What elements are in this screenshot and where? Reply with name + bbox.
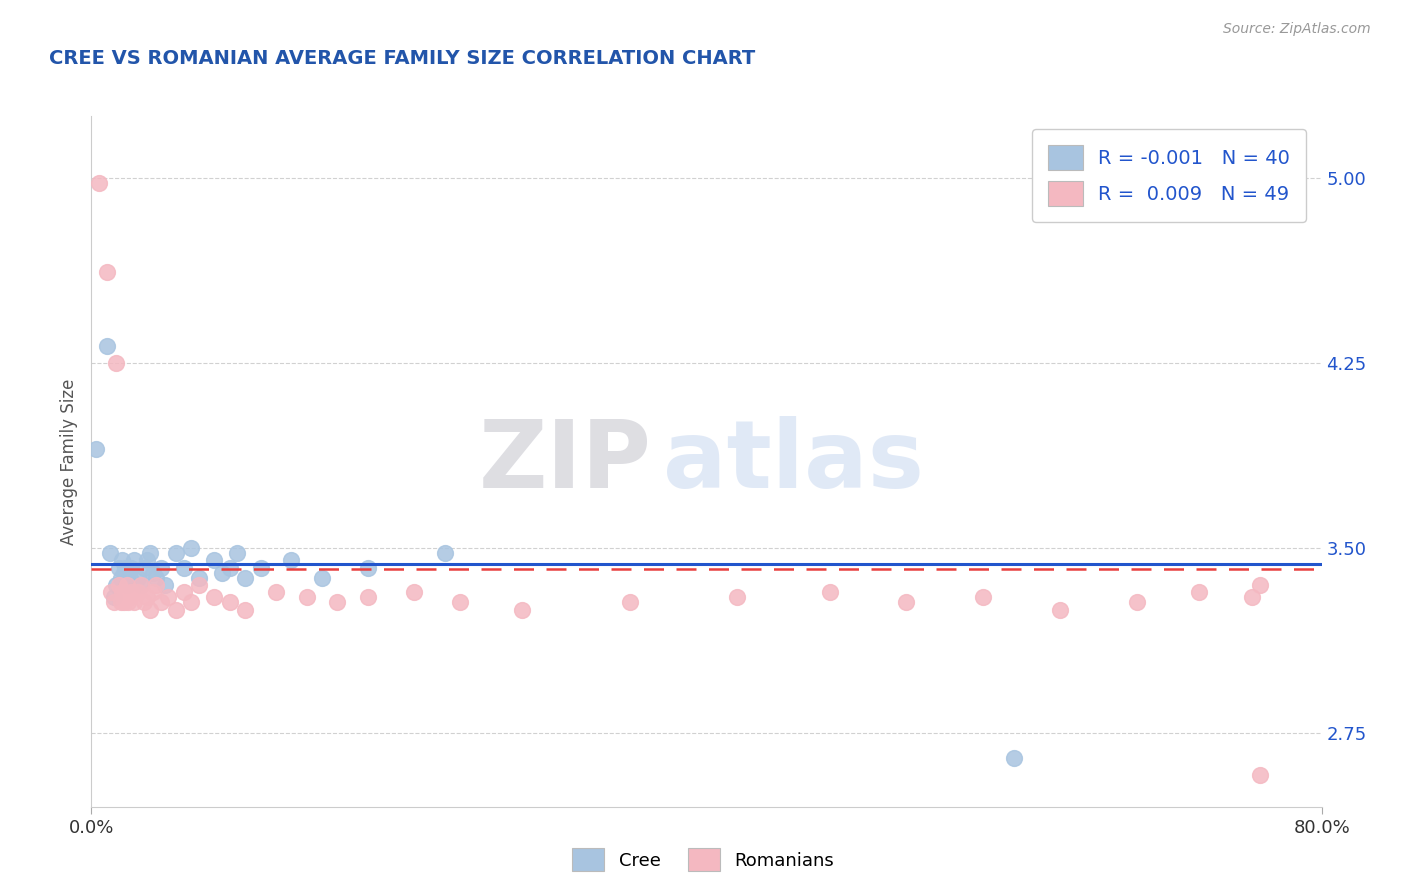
Point <box>165 603 187 617</box>
Point <box>129 578 152 592</box>
Point <box>725 591 748 605</box>
Point <box>145 571 167 585</box>
Point <box>129 578 152 592</box>
Point <box>202 591 225 605</box>
Point <box>226 546 249 560</box>
Point <box>111 585 134 599</box>
Point <box>1249 578 1271 592</box>
Point <box>449 595 471 609</box>
Point <box>115 578 138 592</box>
Point <box>108 561 131 575</box>
Point <box>117 595 139 609</box>
Point <box>87 176 110 190</box>
Point <box>110 571 132 585</box>
Point <box>249 561 271 575</box>
Point <box>157 591 180 605</box>
Point <box>619 595 641 609</box>
Point <box>188 578 211 592</box>
Point <box>165 546 187 560</box>
Point <box>103 591 125 605</box>
Point <box>1187 585 1209 599</box>
Point <box>202 553 225 567</box>
Point <box>434 546 457 560</box>
Legend: R = -0.001   N = 40, R =  0.009   N = 49: R = -0.001 N = 40, R = 0.009 N = 49 <box>1032 129 1306 222</box>
Point <box>311 571 333 585</box>
Point <box>114 571 136 585</box>
Legend: Cree, Romanians: Cree, Romanians <box>564 841 842 879</box>
Point <box>139 546 162 560</box>
Point <box>112 595 135 609</box>
Point <box>233 603 256 617</box>
Point <box>818 585 841 599</box>
Point <box>105 578 127 592</box>
Point <box>510 603 533 617</box>
Point <box>1049 603 1071 617</box>
Point <box>180 541 202 555</box>
Point <box>112 566 135 580</box>
Point <box>98 546 121 560</box>
Point <box>173 561 195 575</box>
Point <box>233 571 256 585</box>
Point <box>96 338 118 352</box>
Point <box>404 585 426 599</box>
Point <box>120 561 142 575</box>
Point <box>127 585 149 599</box>
Point <box>111 553 134 567</box>
Point <box>114 561 136 575</box>
Point <box>124 595 146 609</box>
Point <box>135 591 157 605</box>
Point <box>153 578 177 592</box>
Point <box>149 595 172 609</box>
Point <box>357 561 380 575</box>
Point <box>132 595 155 609</box>
Point <box>218 561 240 575</box>
Point <box>139 603 162 617</box>
Text: Source: ZipAtlas.com: Source: ZipAtlas.com <box>1223 22 1371 37</box>
Point <box>1249 768 1271 782</box>
Point <box>145 578 167 592</box>
Point <box>117 566 139 580</box>
Point <box>218 595 240 609</box>
Point <box>188 571 211 585</box>
Point <box>105 356 127 370</box>
Point <box>124 553 146 567</box>
Point <box>100 585 122 599</box>
Point <box>115 578 138 592</box>
Point <box>118 571 141 585</box>
Point <box>120 585 142 599</box>
Point <box>149 561 172 575</box>
Point <box>896 595 918 609</box>
Point <box>103 595 125 609</box>
Point <box>142 585 165 599</box>
Point <box>108 578 131 592</box>
Text: atlas: atlas <box>664 416 925 508</box>
Point <box>180 595 202 609</box>
Point <box>357 591 380 605</box>
Point <box>135 553 157 567</box>
Point <box>264 585 287 599</box>
Point <box>84 442 107 457</box>
Point <box>173 585 195 599</box>
Point <box>142 566 165 580</box>
Point <box>326 595 349 609</box>
Point <box>127 571 149 585</box>
Point <box>132 561 155 575</box>
Point <box>110 595 132 609</box>
Point <box>96 264 118 278</box>
Text: ZIP: ZIP <box>478 416 651 508</box>
Point <box>211 566 233 580</box>
Point <box>1126 595 1149 609</box>
Point <box>1241 591 1264 605</box>
Point <box>295 591 318 605</box>
Y-axis label: Average Family Size: Average Family Size <box>59 378 77 545</box>
Point <box>114 585 136 599</box>
Point <box>972 591 994 605</box>
Point <box>118 591 141 605</box>
Point <box>1002 751 1025 765</box>
Point <box>280 553 302 567</box>
Text: CREE VS ROMANIAN AVERAGE FAMILY SIZE CORRELATION CHART: CREE VS ROMANIAN AVERAGE FAMILY SIZE COR… <box>49 49 755 68</box>
